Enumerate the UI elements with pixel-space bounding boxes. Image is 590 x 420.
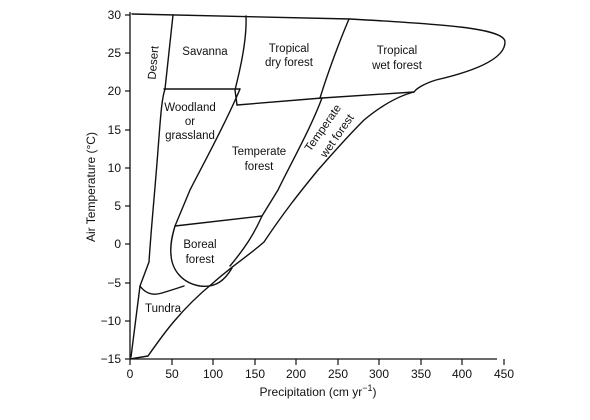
label-savanna: Savanna: [182, 46, 228, 58]
y-tick-label: −10: [101, 314, 122, 328]
x-axis-title-main: Precipitation (cm yr: [260, 385, 363, 399]
x-axis-title: Precipitation (cm yr−1): [260, 383, 377, 399]
label-tropical-wet-2: wet forest: [371, 60, 423, 72]
biome-boundaries: [129, 13, 506, 360]
label-temperate-1: Temperate: [232, 146, 286, 158]
label-woodland-3: grassland: [165, 130, 215, 142]
y-tick-label: 15: [108, 123, 122, 137]
y-axis-title: Air Temperature (°C): [84, 132, 98, 242]
y-tick-label: −5: [107, 276, 121, 290]
temperate-wet-boundary: [229, 97, 323, 267]
x-tick-label: 100: [203, 367, 223, 381]
woodland-temperate-boundary: [170, 88, 241, 256]
label-woodland-2: or: [185, 116, 195, 128]
y-tick-label: 5: [114, 199, 121, 213]
x-tick-label: 50: [165, 367, 179, 381]
y-tick-label: 0: [114, 237, 121, 251]
label-tundra: Tundra: [145, 303, 182, 315]
savanna-dry-boundary: [234, 15, 247, 106]
label-woodland-1: Woodland: [164, 102, 216, 114]
y-tick-label: 30: [108, 8, 122, 22]
y-tick-label: 20: [108, 84, 122, 98]
x-axis-title-end: ): [372, 385, 376, 399]
desert-boundary: [130, 14, 174, 358]
label-desert: Desert: [147, 45, 162, 81]
axes: 30 25 20 15 10 5 0 −5 −10 −15 0 50 100 1…: [84, 8, 514, 399]
boreal-lower-boundary: [170, 254, 233, 287]
tundra-boundary: [139, 285, 185, 295]
x-axis-title-superscript: −1: [362, 383, 372, 393]
x-tick-label: 0: [127, 367, 134, 381]
y-tick-label: 10: [108, 161, 122, 175]
x-tick-label: 200: [286, 367, 306, 381]
label-boreal-1: Boreal: [183, 239, 216, 251]
y-tick-label: 25: [108, 46, 122, 60]
x-tick-label: 400: [452, 367, 472, 381]
x-tick-label: 350: [411, 367, 431, 381]
outer-envelope: [129, 13, 506, 360]
dry-wet-boundary: [319, 18, 350, 99]
label-tropical-wet-1: Tropical: [377, 45, 417, 57]
y-tick-label: −15: [101, 352, 122, 366]
label-boreal-2: forest: [186, 254, 216, 266]
label-tropical-dry-1: Tropical: [269, 43, 309, 55]
label-temperate-2: forest: [245, 161, 275, 173]
temperate-boreal-line: [174, 215, 263, 227]
label-tropical-dry-2: dry forest: [265, 57, 314, 69]
x-tick-label: 250: [328, 367, 348, 381]
x-tick-label: 300: [369, 367, 389, 381]
x-tick-label: 150: [245, 367, 265, 381]
x-tick-label: 450: [494, 367, 514, 381]
